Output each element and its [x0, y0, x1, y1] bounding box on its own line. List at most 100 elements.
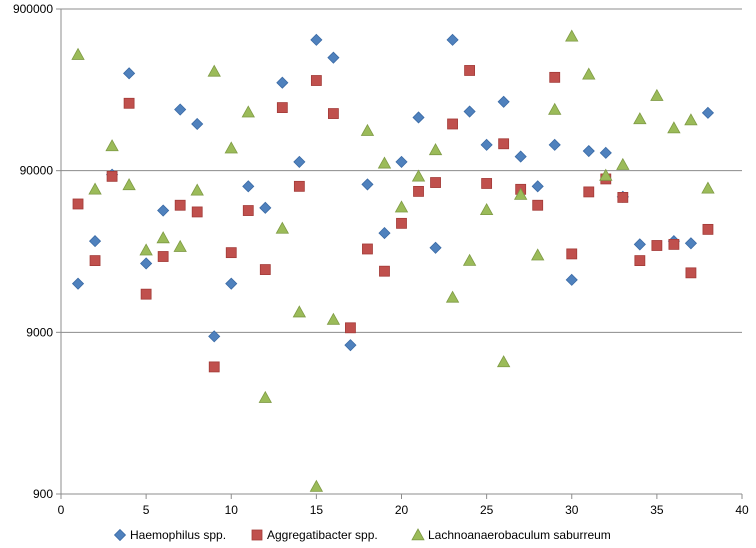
series-square: [72, 65, 714, 373]
diamond-point: [429, 241, 442, 254]
square-point: [617, 192, 629, 203]
square-point: [702, 223, 714, 235]
diamond-point: [88, 235, 102, 248]
x-tick-label: 0: [58, 503, 65, 517]
triangle-point: [599, 168, 613, 181]
triangle-point: [616, 157, 630, 170]
square-point: [362, 243, 373, 255]
diamond-point: [225, 277, 238, 290]
triangle-point: [565, 29, 579, 42]
triangle-point: [207, 64, 221, 77]
square-point: [413, 185, 424, 197]
triangle-point: [428, 143, 443, 156]
triangle-point: [633, 112, 647, 125]
square-point: [72, 198, 84, 210]
square-point: [481, 178, 493, 189]
legend-item: Aggregatibacter spp.: [251, 528, 378, 542]
square-point: [106, 170, 118, 182]
diamond-point: [157, 204, 170, 217]
triangle-point: [156, 231, 170, 244]
series-diamond: [71, 33, 715, 352]
square-point: [685, 267, 697, 279]
diamond-point: [140, 257, 153, 270]
triangle-point: [582, 67, 596, 80]
square-point: [583, 186, 595, 198]
legend-item: Haemophilus spp.: [113, 528, 226, 542]
legend-label: Lachnoanaerobaculum saburreum: [428, 528, 611, 542]
triangle-point: [88, 182, 102, 195]
y-tick-label: 9000: [26, 325, 53, 339]
x-tick-label: 20: [395, 503, 409, 517]
square-point: [293, 180, 305, 192]
diamond-point: [242, 180, 255, 193]
triangle-point: [139, 243, 153, 256]
x-tick-label: 5: [143, 503, 150, 517]
y-tick-label: 90000: [20, 164, 54, 178]
diamond-point: [565, 273, 578, 286]
diamond-point: [463, 105, 476, 118]
triangle-point: [190, 183, 204, 196]
diamond-point: [497, 95, 510, 108]
triangle-point: [445, 290, 460, 303]
diamond-point: [684, 237, 697, 250]
diamond-point: [174, 103, 187, 116]
diamond-point: [599, 146, 612, 159]
square-point: [498, 138, 510, 150]
triangle-point: [701, 181, 715, 194]
data-points: [71, 29, 715, 492]
square-point: [651, 240, 663, 251]
square-point: [191, 206, 203, 218]
triangle-point: [224, 141, 238, 154]
triangle-point: [105, 139, 119, 152]
legend-label: Haemophilus spp.: [130, 528, 226, 542]
diamond-point: [531, 180, 544, 193]
triangle-point: [292, 305, 307, 318]
square-point: [327, 108, 339, 119]
triangle-point: [241, 105, 255, 118]
diamond-point: [310, 33, 323, 46]
diamond-point: [395, 155, 408, 168]
square-point: [89, 255, 101, 267]
triangle-point: [377, 156, 392, 169]
square-point: [549, 71, 561, 83]
diamond-point: [514, 150, 527, 163]
triangle-point: [258, 390, 272, 403]
square-point: [208, 361, 220, 373]
square-point: [532, 199, 544, 211]
diamond-point: [378, 227, 391, 240]
square-point: [123, 97, 135, 109]
x-tick-label: 25: [480, 503, 494, 517]
square-point: [447, 118, 458, 130]
square-point: [225, 247, 237, 259]
diamond-point: [701, 106, 715, 119]
triangle-point: [684, 113, 698, 126]
triangle-point: [548, 102, 562, 115]
triangle-point: [479, 203, 494, 216]
diamond-point: [259, 201, 272, 214]
diamond-point: [480, 138, 493, 151]
square-point: [259, 264, 271, 275]
diamond-point: [71, 277, 85, 290]
x-tick-label: 15: [310, 503, 324, 517]
square-point: [174, 199, 186, 211]
square-point: [668, 238, 680, 250]
triangle-point: [650, 88, 664, 101]
square-point: [634, 255, 646, 267]
diamond-point: [446, 33, 459, 46]
triangle-point: [122, 178, 136, 191]
triangle-point: [275, 221, 290, 234]
x-tick-label: 30: [565, 503, 579, 517]
triangle-point: [531, 248, 545, 261]
triangle-point: [394, 200, 409, 213]
legend-item: Lachnoanaerobaculum saburreum: [411, 528, 611, 542]
x-tick-label: 35: [650, 503, 664, 517]
x-tick-label: 10: [225, 503, 239, 517]
diamond-point: [633, 238, 646, 251]
legend: Haemophilus spp. Aggregatibacter spp. Lach…: [113, 528, 611, 542]
diamond-point: [293, 155, 306, 168]
triangle-point: [496, 355, 511, 368]
square-point: [464, 65, 476, 76]
square-point: [379, 265, 390, 277]
legend-diamond-icon: [113, 528, 127, 542]
